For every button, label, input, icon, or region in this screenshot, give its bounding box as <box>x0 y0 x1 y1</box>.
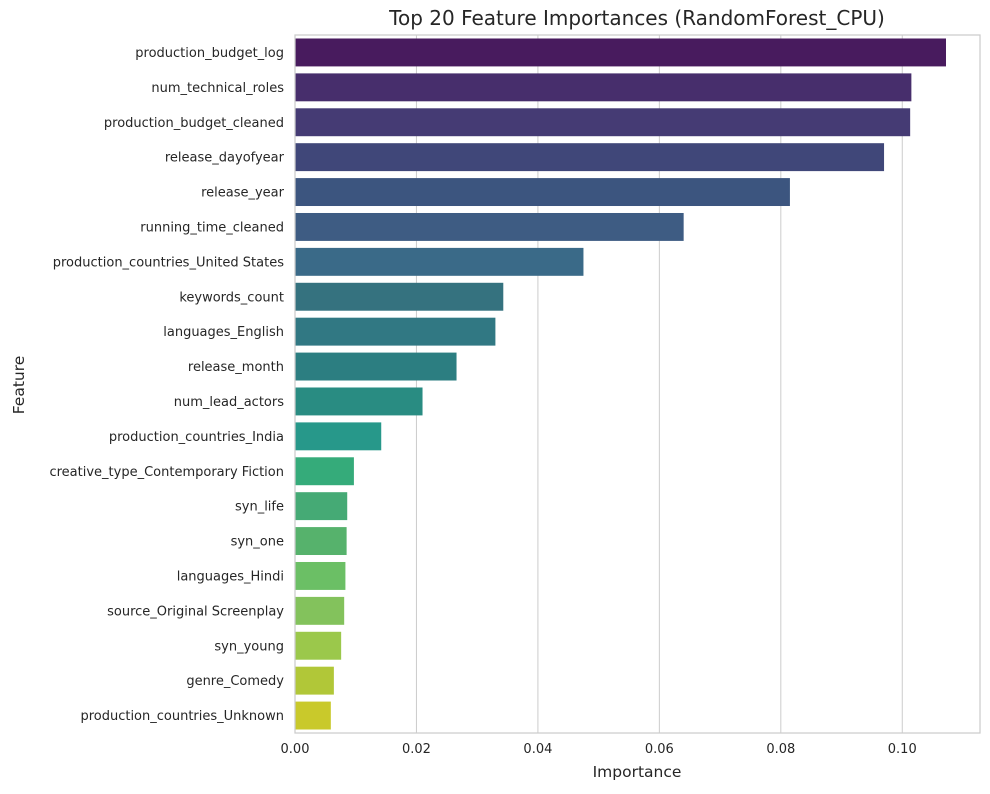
bar <box>295 282 504 311</box>
bar <box>295 352 457 381</box>
y-tick-label: running_time_cleaned <box>140 220 284 235</box>
y-tick-labels: production_budget_log num_technical_roles… <box>49 46 284 724</box>
x-tick-label: 0.00 <box>281 742 310 757</box>
bar <box>295 527 347 556</box>
y-tick-label: creative_type_Contemporary Fiction <box>49 465 284 480</box>
bar <box>295 73 912 102</box>
y-tick-label: production_budget_cleaned <box>104 116 284 131</box>
y-tick-label: release_dayofyear <box>165 151 285 166</box>
bar <box>295 457 354 486</box>
y-tick-label: genre_Comedy <box>186 674 284 689</box>
spine-layer <box>294 34 981 734</box>
bar <box>295 108 911 137</box>
y-tick-label: keywords_count <box>179 290 284 305</box>
bar <box>295 317 496 346</box>
y-tick-label: source_Original Screenplay <box>107 604 284 619</box>
x-tick-label: 0.10 <box>888 742 917 757</box>
bar <box>295 666 334 695</box>
x-tick-label: 0.04 <box>523 742 552 757</box>
y-tick-label: production_countries_Unknown <box>80 709 284 724</box>
y-tick-label: syn_one <box>231 535 284 550</box>
x-tick-labels: 0.00 0.02 0.04 0.06 0.08 0.10 <box>281 742 917 757</box>
y-tick-label: release_year <box>201 186 285 201</box>
bar-layer <box>295 38 946 730</box>
bar <box>295 492 348 521</box>
y-tick-label: production_budget_log <box>135 46 284 61</box>
y-tick-label: languages_English <box>163 325 284 340</box>
bar <box>295 596 345 625</box>
y-tick-label: production_countries_United States <box>53 255 284 270</box>
bar <box>295 387 423 416</box>
bar <box>295 38 946 67</box>
x-tick-label: 0.08 <box>766 742 795 757</box>
x-tick-label: 0.06 <box>645 742 674 757</box>
x-axis-title: Importance <box>593 763 682 781</box>
bar <box>295 178 790 207</box>
grid-layer <box>294 35 903 733</box>
bar <box>295 631 342 660</box>
y-tick-label: syn_young <box>214 639 284 654</box>
bar <box>295 701 331 730</box>
y-tick-label: num_lead_actors <box>174 395 284 410</box>
bar <box>295 561 346 590</box>
y-tick-label: production_countries_India <box>109 430 284 445</box>
y-tick-label: release_month <box>188 360 284 375</box>
y-tick-label: languages_Hindi <box>177 569 284 584</box>
bar <box>295 143 885 172</box>
y-tick-label: num_technical_roles <box>151 81 284 96</box>
y-axis-title: Feature <box>10 356 28 415</box>
bar <box>295 247 584 276</box>
y-tick-label: syn_life <box>235 500 284 515</box>
bar <box>295 422 382 451</box>
bar <box>295 212 684 241</box>
plot-frame <box>294 34 981 734</box>
x-tick-label: 0.02 <box>402 742 431 757</box>
chart-title: Top 20 Feature Importances (RandomForest… <box>388 6 885 30</box>
